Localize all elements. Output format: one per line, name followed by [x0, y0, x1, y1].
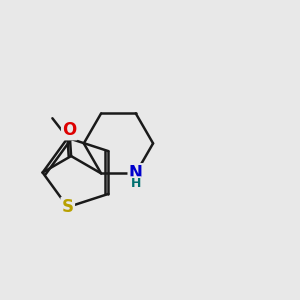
Text: H: H [130, 177, 141, 190]
Text: O: O [62, 121, 76, 139]
Text: S: S [62, 198, 74, 216]
Text: N: N [129, 164, 143, 182]
